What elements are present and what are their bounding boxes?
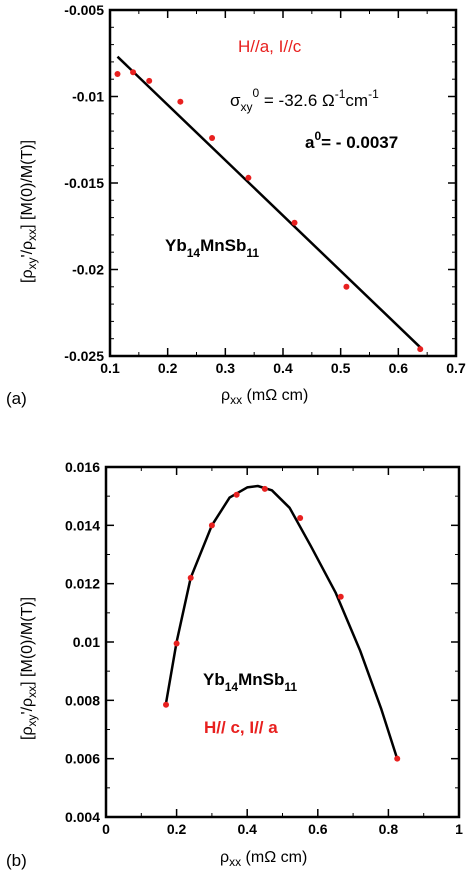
panel-b-compound-label: Yb14MnSb11 [203,670,297,694]
x-tick-label: 1 [455,821,463,837]
panel-b-condition-label: H// c, I// a [204,718,278,737]
y-tick-label: -0.005 [64,2,104,18]
x-tick-label: 0.2 [167,821,187,837]
data-point [187,574,194,581]
panel-a-plot-frame [108,8,458,358]
panel-a-x-ticks: 0.1 0.2 0.3 0.4 0.5 0.6 0.7 [100,10,466,376]
data-point [394,755,401,762]
panel-a-label: (a) [6,389,27,408]
panel-a-y-ticks: -0.025 -0.02 -0.015 -0.01 -0.005 [64,2,456,364]
data-point [173,640,180,647]
panel-b-data-points [163,485,401,762]
y-tick-label: -0.01 [72,89,104,105]
x-tick-label: 0.7 [446,360,466,376]
y-tick-label: 0.014 [65,517,100,533]
panel-b-x-axis-label: ρxx (mΩ cm) [220,849,307,869]
y-tick-label: -0.025 [64,348,104,364]
panel-a-x-axis-label: ρxx (mΩ cm) [221,387,308,407]
data-point [233,491,240,498]
data-point [291,219,298,226]
x-tick-label: 0.3 [216,360,236,376]
x-tick-label: 0.5 [331,360,351,376]
fit-curve [164,484,399,760]
y-tick-label: -0.02 [72,262,104,278]
data-point [245,174,252,181]
panel-a-condition-label: H//a, I//c [238,37,302,56]
panel-a-sigma-annotation: σxy0 = -32.6 Ω-1cm-1 [230,86,379,114]
y-tick-label: 0.016 [65,459,100,475]
data-point [130,69,137,76]
panel-a: 0.1 0.2 0.3 0.4 0.5 0.6 0.7 -0.025-0.02-0.015-… [6,2,466,408]
data-point [209,135,216,142]
data-point [417,346,424,353]
y-tick-label: 0.01 [73,634,100,650]
panel-a-compound-label: Yb14MnSb11 [165,236,259,260]
x-tick-label: 0.6 [389,360,409,376]
x-tick-label: 0.6 [308,821,328,837]
x-tick-label: 0.4 [273,360,293,376]
panel-b-y-axis-label: [ρxy'/ρxx] [M(0)/M(T)] [19,597,39,740]
panel-b-y-ticks: 0.004 0.006 0.008 0.01 0.012 0.014 0.016 [65,459,459,825]
data-point [146,77,153,84]
data-point [343,283,350,290]
panel-a-a0-annotation: a0= - 0.0037 [305,129,398,152]
data-point [297,515,304,522]
panel-a-fit-line-group [116,55,422,349]
y-tick-label: 0.012 [65,576,100,592]
x-tick-label: 0.8 [379,821,399,837]
data-point [114,71,121,78]
panel-b-plot-frame [104,465,461,819]
fit-line [116,55,422,349]
panel-b-fit-curve-group [164,484,399,760]
panel-a-y-axis-label: [ρxy'/ρxx] [M(0)/M(T)] [19,140,39,283]
panel-a-data-points [114,69,424,353]
data-point [337,593,344,600]
x-tick-label: 0.2 [158,360,178,376]
y-tick-label: 0.008 [65,692,100,708]
data-point [177,98,184,105]
x-tick-label: 0 [102,821,110,837]
y-tick-label: -0.015 [64,175,104,191]
data-point [261,485,268,492]
data-point [208,522,215,529]
data-point [163,701,170,708]
y-tick-label: 0.004 [65,809,100,825]
y-tick-label: 0.006 [65,751,100,767]
x-tick-label: 0.4 [237,821,257,837]
panel-b: 0 0.2 0.4 0.6 0.8 1 0.0040.0060.0080.010.0120… [6,459,463,870]
panel-b-label: (b) [6,851,27,870]
panel-b-x-ticks: 0 0.2 0.4 0.6 0.8 1 [102,467,463,837]
x-tick-label: 0.1 [100,360,120,376]
